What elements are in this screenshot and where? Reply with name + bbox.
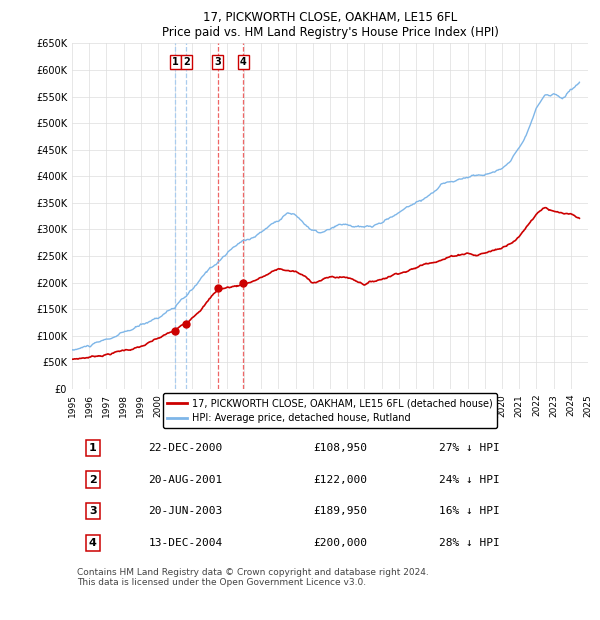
Title: 17, PICKWORTH CLOSE, OAKHAM, LE15 6FL
Price paid vs. HM Land Registry's House Pr: 17, PICKWORTH CLOSE, OAKHAM, LE15 6FL Pr…	[161, 11, 499, 40]
Text: 22-DEC-2000: 22-DEC-2000	[148, 443, 223, 453]
Text: 3: 3	[89, 507, 97, 516]
Text: Contains HM Land Registry data © Crown copyright and database right 2024.
This d: Contains HM Land Registry data © Crown c…	[77, 568, 429, 587]
Text: 1: 1	[172, 57, 179, 67]
Text: 2: 2	[183, 57, 190, 67]
Text: 16% ↓ HPI: 16% ↓ HPI	[439, 507, 500, 516]
Text: 4: 4	[89, 538, 97, 548]
Text: 28% ↓ HPI: 28% ↓ HPI	[439, 538, 500, 548]
Text: 2: 2	[89, 474, 97, 484]
Text: 1: 1	[89, 443, 97, 453]
Text: 13-DEC-2004: 13-DEC-2004	[148, 538, 223, 548]
Legend: 17, PICKWORTH CLOSE, OAKHAM, LE15 6FL (detached house), HPI: Average price, deta: 17, PICKWORTH CLOSE, OAKHAM, LE15 6FL (d…	[163, 393, 497, 428]
Text: 3: 3	[214, 57, 221, 67]
Text: 20-JUN-2003: 20-JUN-2003	[148, 507, 223, 516]
Text: 20-AUG-2001: 20-AUG-2001	[148, 474, 223, 484]
Text: £189,950: £189,950	[313, 507, 367, 516]
Text: 4: 4	[240, 57, 247, 67]
Text: £122,000: £122,000	[313, 474, 367, 484]
Text: 27% ↓ HPI: 27% ↓ HPI	[439, 443, 500, 453]
Text: £108,950: £108,950	[313, 443, 367, 453]
Text: 24% ↓ HPI: 24% ↓ HPI	[439, 474, 500, 484]
Text: £200,000: £200,000	[313, 538, 367, 548]
